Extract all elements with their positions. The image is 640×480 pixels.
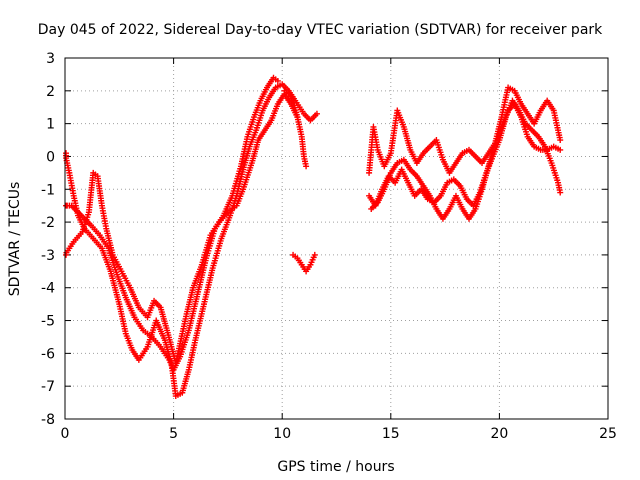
data-point bbox=[274, 77, 281, 84]
x-axis-label: GPS time / hours bbox=[277, 459, 394, 475]
y-tick-label: 3 bbox=[46, 51, 55, 67]
y-tick-label: 2 bbox=[46, 84, 55, 100]
y-tick-label: -7 bbox=[41, 379, 55, 395]
data-point bbox=[313, 110, 320, 117]
x-tick-label: 25 bbox=[599, 426, 617, 442]
x-tick-label: 10 bbox=[273, 426, 291, 442]
series-track-1 bbox=[63, 81, 320, 400]
x-tick-label: 0 bbox=[61, 426, 70, 442]
y-tick-label: -8 bbox=[41, 412, 55, 428]
series-track-5 bbox=[281, 87, 310, 170]
y-tick-label: -1 bbox=[41, 182, 55, 198]
data-point bbox=[311, 251, 318, 258]
series-track-7 bbox=[366, 84, 564, 176]
y-tick-label: 1 bbox=[46, 117, 55, 133]
series-track-4 bbox=[290, 251, 318, 275]
data-point bbox=[557, 146, 564, 153]
y-tick-label: -5 bbox=[41, 314, 55, 330]
axes: 0 5 10 15 20 25 -8 -7 -6 -5 -4 -3 -2 -1 0 1 2 3 bbox=[41, 51, 617, 442]
x-tick-label: 5 bbox=[169, 426, 178, 442]
series-track-3 bbox=[63, 91, 301, 367]
y-axis-label: SDTVAR / TECUs bbox=[7, 182, 23, 297]
chart-title: Day 045 of 2022, Sidereal Day-to-day VTE… bbox=[38, 22, 603, 38]
y-tick-label: 0 bbox=[46, 149, 55, 165]
data-series bbox=[63, 74, 564, 400]
data-point bbox=[557, 189, 564, 196]
y-tick-label: -4 bbox=[41, 281, 55, 297]
series-track-8 bbox=[368, 100, 564, 222]
y-tick-label: -2 bbox=[41, 215, 55, 231]
x-tick-label: 20 bbox=[490, 426, 508, 442]
y-tick-label: -6 bbox=[41, 346, 55, 362]
y-tick-label: -3 bbox=[41, 248, 55, 264]
data-point bbox=[303, 163, 310, 170]
series-track-2 bbox=[63, 74, 281, 373]
x-tick-label: 15 bbox=[382, 426, 400, 442]
grid bbox=[65, 58, 608, 419]
plot-frame bbox=[64, 57, 609, 420]
data-point bbox=[557, 137, 564, 144]
